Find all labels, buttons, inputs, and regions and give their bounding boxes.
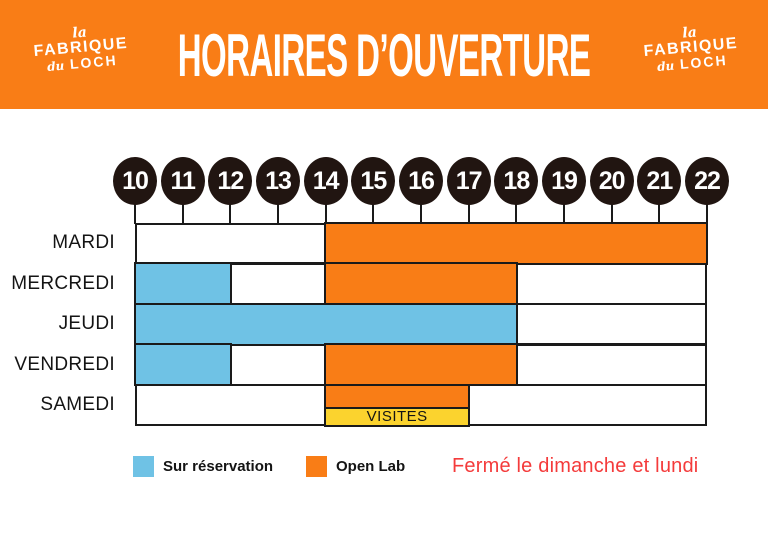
page-title: HORAIRES D’OUVERTURE	[177, 22, 591, 89]
timeline-stem	[134, 204, 136, 224]
timeline-hour-marker-16: 16	[399, 157, 443, 205]
sur-reservation-label: Sur réservation	[163, 458, 274, 475]
open-lab-label: Open Lab	[336, 458, 406, 475]
timeline-hour-marker-22: 22	[685, 157, 729, 205]
timeline-stem	[515, 204, 518, 224]
timeline-stem	[181, 204, 184, 224]
timeline-hour-marker-19: 19	[542, 157, 586, 205]
schedule-bar-open_lab_visites: VISITES	[324, 383, 470, 427]
timeline-hour-marker-14: 14	[303, 157, 348, 205]
row-label-mardi: MARDI	[52, 232, 115, 254]
timeline-stem	[467, 204, 470, 224]
timeline-stem	[277, 204, 279, 224]
timeline-stem	[324, 204, 327, 224]
schedule-bar-sur_reservation	[133, 262, 232, 306]
timeline-hour-marker-13: 13	[256, 157, 300, 205]
row-label-vendredi: VENDREDI	[14, 353, 115, 375]
schedule-bar-open_lab	[324, 343, 518, 387]
schedule-bar-open_lab	[324, 221, 709, 265]
row-label-mercredi: MERCREDI	[11, 272, 115, 294]
timeline-hour-marker-11: 11	[160, 157, 205, 205]
timeline-hour-marker-18: 18	[494, 157, 539, 205]
timeline-stem	[420, 204, 422, 224]
visites-label: VISITES	[366, 408, 428, 426]
legend-item-sur-reservation: Sur réservation	[133, 456, 273, 477]
legend-item-open-lab: Open Lab	[306, 456, 405, 477]
row-label-samedi: SAMEDI	[40, 394, 115, 416]
timeline-hour-marker-10: 10	[113, 157, 157, 205]
schedule-bar-sur_reservation	[133, 343, 232, 387]
timeline-hour-marker-20: 20	[589, 157, 634, 205]
timeline-hour-marker-17: 17	[446, 157, 491, 205]
timeline-hour-marker-15: 15	[351, 157, 396, 205]
timeline-hour-marker-12: 12	[208, 157, 253, 205]
closed-days-note: Fermé le dimanche et lundi	[452, 455, 699, 477]
timeline-stem	[706, 204, 708, 224]
timeline-stem	[658, 204, 661, 224]
timeline-stem	[229, 204, 232, 224]
timeline-stem	[563, 204, 565, 224]
schedule-bar-sur_reservation	[133, 302, 518, 346]
schedule-bar-open_lab	[324, 262, 518, 306]
sur-reservation-swatch	[133, 456, 154, 477]
row-label-jeudi: JEUDI	[58, 313, 115, 335]
timeline-stem	[372, 204, 375, 224]
open-lab-part	[326, 385, 468, 408]
visites-part: VISITES	[326, 407, 468, 425]
header-banner: la FABRIQUE du LOCH HORAIRES D’OUVERTURE…	[0, 0, 768, 109]
open-lab-swatch	[306, 456, 327, 477]
timeline-stem	[610, 204, 613, 224]
timeline-hour-marker-21: 21	[637, 157, 682, 205]
